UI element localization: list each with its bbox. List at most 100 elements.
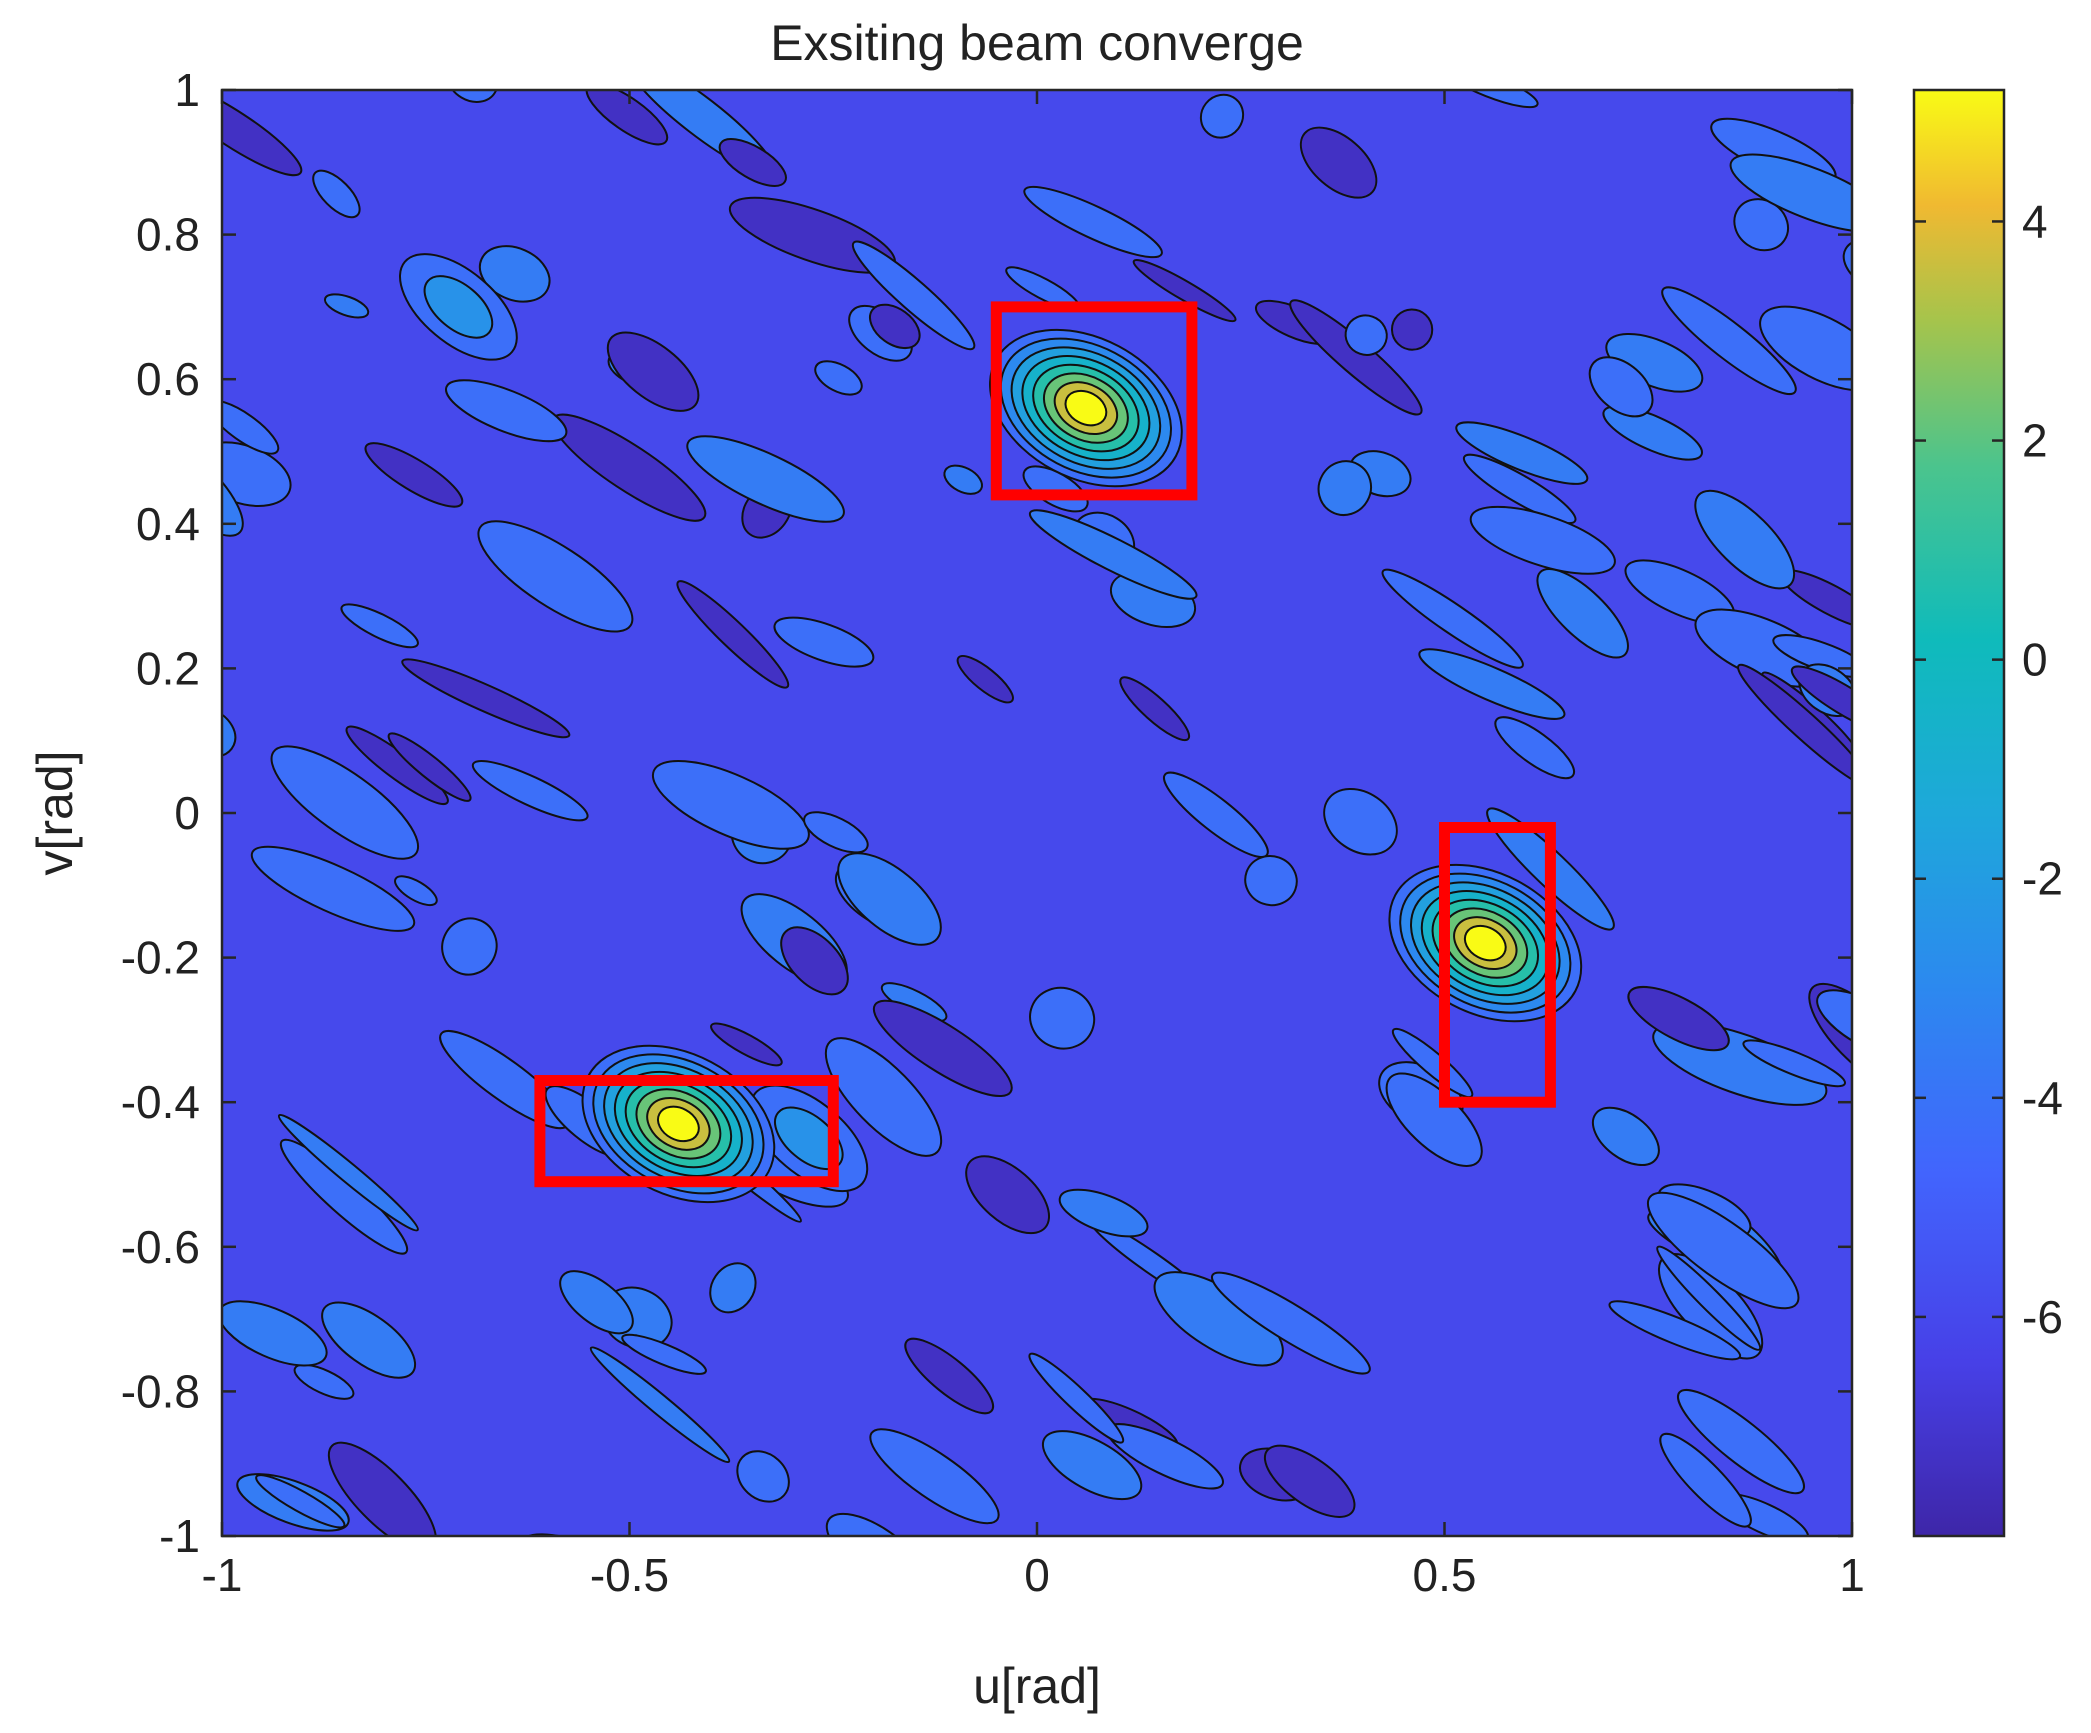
highlight-box-layer	[534, 301, 1556, 1188]
colorbar-tick-label: 0	[2022, 634, 2048, 686]
sidelobe-contour	[1659, 1432, 1752, 1528]
sidelobe-contour	[1591, 1106, 1660, 1166]
sidelobe-contour	[1418, 648, 1566, 720]
y-tick-label: -0.6	[121, 1221, 200, 1273]
peak-contour	[1463, 924, 1507, 962]
sidelobe-contour	[277, 1113, 419, 1232]
axes-layer: -1 -0.5 0 0.5 1 1 0.8 0.6 0.4 0.2 0 -0.2 -0.4 -0.6 -0.…	[121, 64, 1865, 1601]
sidelobe-contour	[1162, 771, 1269, 858]
sidelobe-contour	[736, 1450, 790, 1503]
sidelobe-contour	[780, 926, 849, 996]
sidelobe-contour	[559, 1270, 634, 1335]
sidelobe-contour	[312, 169, 361, 219]
colorbar-tick-label: -4	[2022, 1072, 2063, 1124]
sidelobe-contour	[1742, 1039, 1846, 1088]
sidelobe-contour	[1344, 314, 1388, 356]
x-tick-label: 0	[1024, 1549, 1050, 1601]
sidelobe-contour	[477, 520, 634, 633]
sidelobe-contour	[222, 705, 237, 759]
sidelobe-contour	[1132, 259, 1237, 323]
sidelobe-contour	[471, 760, 589, 822]
x-axis-label: u[rad]	[973, 1658, 1101, 1714]
sidelobe-contour	[387, 732, 472, 802]
sidelobe-contour	[1029, 986, 1096, 1050]
x-tick-label: -1	[202, 1549, 243, 1601]
y-tick-label: 0.8	[136, 209, 200, 261]
sidelobe-contour	[1323, 787, 1398, 856]
sidelobe-contour	[1816, 989, 1852, 1060]
sidelobe-contour	[824, 1037, 943, 1157]
sidelobe-contour	[1469, 505, 1616, 575]
sidelobe-contour	[825, 1512, 928, 1536]
sidelobe-contour	[364, 442, 464, 508]
y-tick-label: -0.4	[121, 1076, 200, 1128]
sidelobe-contour	[222, 90, 303, 177]
sidelobe-contour	[943, 464, 983, 495]
sidelobe-contour	[869, 1428, 1000, 1525]
sidelobe-contour	[1608, 1300, 1742, 1361]
sidelobe-contour	[1455, 421, 1589, 485]
sidelobe-contour	[1759, 305, 1852, 392]
sidelobe-contour	[1210, 1271, 1371, 1375]
sidelobe-contour	[803, 811, 869, 854]
sidelobe-contour	[606, 331, 700, 412]
y-axis-label: v[rad]	[27, 750, 83, 875]
sidelobe-contour	[441, 917, 498, 976]
sidelobe-contour	[1199, 93, 1245, 139]
sidelobe-contour	[401, 658, 571, 739]
sidelobe-contour	[1494, 716, 1576, 780]
highlight-box	[990, 301, 1198, 501]
sidelobe-contour	[814, 360, 863, 396]
sidelobe-contour	[837, 852, 942, 946]
sidelobe-contour	[445, 379, 568, 443]
sidelobe-contour	[1390, 308, 1434, 351]
sidelobe-contour	[621, 1333, 707, 1375]
y-tick-label: 1	[174, 64, 200, 116]
sidelobe-contour	[222, 399, 280, 455]
sidelobe-contour	[589, 1346, 731, 1464]
sidelobe-contour	[869, 303, 921, 350]
y-tick-label: 0.6	[136, 353, 200, 405]
y-tick-label: 0.4	[136, 498, 200, 550]
sidelobe-contour	[1661, 286, 1797, 396]
sidelobe-contour	[1462, 453, 1577, 525]
sidelobe-contour	[710, 1022, 783, 1067]
sidelobe-contour	[851, 240, 976, 351]
sidelobe-contour	[1694, 489, 1796, 590]
x-tick-label: 0.5	[1413, 1549, 1477, 1601]
colorbar-ticks: 4 2 0 -2 -4 -6	[1914, 195, 2063, 1343]
sidelobe-contour	[1028, 509, 1198, 600]
sidelobe-contour	[255, 1474, 346, 1529]
sidelobe-contour	[965, 1155, 1051, 1235]
y-tick-label: 0	[174, 787, 200, 839]
sidelobe-contour	[1119, 676, 1191, 742]
sidelobe-contour	[1440, 90, 1539, 109]
sidelobe-contour	[1677, 1389, 1805, 1495]
sidelobe-contour	[709, 1262, 757, 1314]
sidelobe-contour	[773, 616, 875, 668]
colorbar-tick-label: -6	[2022, 1291, 2063, 1343]
sidelobe-contour	[222, 430, 244, 537]
sidelobe-contour	[904, 1337, 995, 1415]
sidelobe-contour	[1028, 1352, 1125, 1444]
sidelobe-contour	[222, 1300, 328, 1367]
sidelobe-contour	[1588, 356, 1654, 418]
sidelobe-contour	[1842, 239, 1852, 291]
y-tick-label: -0.2	[121, 932, 200, 984]
sidelobe-contour	[250, 845, 416, 932]
sidelobe-contour	[718, 138, 787, 187]
peak-contour	[657, 1105, 700, 1143]
colorbar-tick-label: 4	[2022, 195, 2048, 247]
sidelobe-contour	[956, 655, 1014, 704]
sidelobe-contour	[1656, 1245, 1762, 1351]
secondary-lobe-contour	[423, 275, 494, 339]
sidelobe-contour	[1646, 1191, 1800, 1310]
x-tick-label: -0.5	[590, 1549, 669, 1601]
sidelobe-contour	[676, 580, 790, 689]
sidelobe-contour	[321, 1301, 417, 1379]
sidelobe-contour	[1627, 985, 1730, 1052]
sidelobe-contour	[651, 760, 810, 850]
sidelobe-contour	[1729, 153, 1852, 233]
sidelobe-contour	[323, 293, 370, 319]
